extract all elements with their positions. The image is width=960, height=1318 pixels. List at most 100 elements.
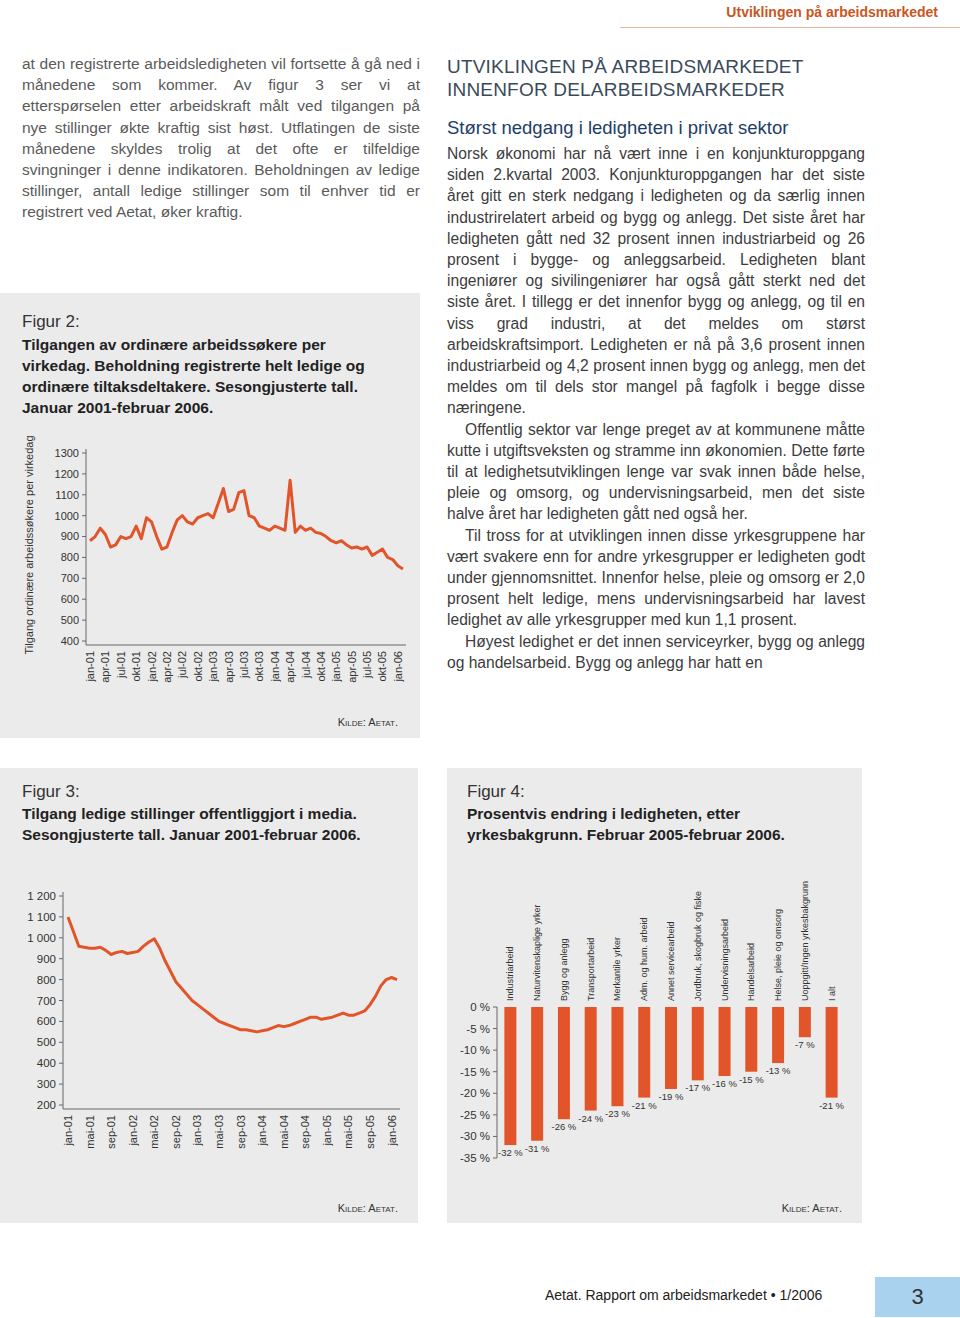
y-tick-label: 500 xyxy=(37,1036,56,1048)
x-tick-label: mai-04 xyxy=(278,1115,290,1149)
data-line xyxy=(68,917,397,1032)
y-tick xyxy=(493,1114,497,1115)
bar xyxy=(611,1007,623,1106)
y-tick-label: 900 xyxy=(61,530,79,542)
category-label: Jordbruk, skogbruk og fiske xyxy=(693,891,703,1001)
y-tick xyxy=(493,1028,497,1029)
y-tick-label: 1000 xyxy=(55,510,79,522)
category-label: Annet servicearbeid xyxy=(666,921,676,1001)
left-text: at den registrerte arbeidsledigheten vil… xyxy=(22,53,420,223)
data-label: -19 % xyxy=(659,1091,684,1102)
paragraph: Offentlig sektor var lenge preget av at … xyxy=(447,419,865,525)
x-axis xyxy=(86,645,406,646)
y-tick xyxy=(59,896,63,897)
data-label: -7 % xyxy=(795,1039,815,1050)
x-tick-label: jul-05 xyxy=(361,651,373,679)
y-tick xyxy=(59,979,63,980)
x-tick-label: jul-02 xyxy=(176,651,188,679)
x-tick-label: mai-05 xyxy=(342,1115,354,1149)
y-tick xyxy=(493,1158,497,1159)
chart: 0 %-5 %-10 %-15 %-20 %-25 %-30 %-35 %Ind… xyxy=(460,881,845,1164)
x-tick-label: jan-02 xyxy=(146,651,158,683)
charts-layer: 1300120011001000900800700600500400Tilgan… xyxy=(0,0,960,1318)
bar xyxy=(772,1007,784,1063)
page: Utviklingen på arbeidsmarkedet at den reg… xyxy=(0,0,960,1318)
category-label: Uoppgitt/Ingen yrkesbakgrunn xyxy=(800,881,810,1001)
y-tick-label: 1 000 xyxy=(27,932,56,944)
paragraph: Høyest ledighet er det innen serviceyrke… xyxy=(447,631,865,673)
category-label: Bygg og anlegg xyxy=(559,938,569,1001)
y-tick xyxy=(59,1063,63,1064)
y-tick xyxy=(82,494,86,495)
figure-label: Figur 2: xyxy=(22,312,80,332)
x-tick-label: jan-06 xyxy=(386,1115,398,1147)
y-axis-label: Tilgang ordinære arbeidssøkere per virke… xyxy=(23,435,35,654)
bar xyxy=(745,1007,757,1072)
data-line xyxy=(90,480,403,569)
bar xyxy=(558,1007,570,1119)
y-tick-label: 400 xyxy=(61,635,79,647)
bar xyxy=(531,1007,543,1141)
y-tick xyxy=(59,1000,63,1001)
y-tick-label: -20 % xyxy=(460,1087,490,1099)
x-tick-label: apr-05 xyxy=(346,651,358,683)
header-title: Utviklingen på arbeidsmarkedet xyxy=(726,4,938,20)
data-label: -31 % xyxy=(525,1143,550,1154)
y-tick xyxy=(59,1021,63,1022)
x-tick-label: sep-04 xyxy=(299,1115,311,1149)
figure-label: Figur 4: xyxy=(467,782,525,802)
y-tick-label: 1 200 xyxy=(27,890,56,902)
bar xyxy=(799,1007,811,1037)
y-tick xyxy=(82,620,86,621)
data-label: -24 % xyxy=(578,1113,603,1124)
category-label: Industriarbeid xyxy=(505,946,515,1001)
category-label: Naturvitenskaplige yrker xyxy=(532,904,542,1001)
category-label: Helse, pleie og omsorg xyxy=(773,909,783,1001)
x-tick-label: jan-04 xyxy=(269,651,281,683)
category-label: Adm. og hum. arbeid xyxy=(639,917,649,1001)
section-subheading: Størst nedgang i ledigheten i privat sek… xyxy=(447,116,877,139)
y-tick-label: -5 % xyxy=(466,1023,490,1035)
header-line xyxy=(620,27,960,28)
x-tick-label: jul-03 xyxy=(238,651,250,679)
x-tick-label: jan-03 xyxy=(207,651,219,683)
data-label: -21 % xyxy=(632,1100,657,1111)
data-group xyxy=(68,917,397,1032)
page-number: 3 xyxy=(875,1277,960,1317)
y-tick-label: 800 xyxy=(37,974,56,986)
y-tick-label: 300 xyxy=(37,1078,56,1090)
x-tick-label: jan-04 xyxy=(256,1115,268,1147)
x-tick-label: mai-03 xyxy=(213,1115,225,1149)
y-tick-label: -10 % xyxy=(460,1044,490,1056)
paragraph: at den registrerte arbeidsledigheten vil… xyxy=(22,53,420,223)
data-group xyxy=(90,480,403,569)
x-tick-label: okt-03 xyxy=(253,651,265,682)
bar xyxy=(692,1007,704,1080)
x-axis xyxy=(63,1109,400,1110)
x-tick-label: okt-04 xyxy=(315,651,327,682)
data-label: -15 % xyxy=(739,1074,764,1085)
y-tick xyxy=(82,578,86,579)
y-tick-label: 200 xyxy=(37,1099,56,1111)
category-label: I alt xyxy=(827,986,837,1001)
data-label: -13 % xyxy=(766,1065,791,1076)
paragraph: Norsk økonomi har nå vært inne i en konj… xyxy=(447,143,865,419)
data-group xyxy=(504,1007,837,1145)
figure-title: Tilgangen av ordinære arbeidssøkere per … xyxy=(22,334,397,418)
y-tick xyxy=(493,1071,497,1072)
y-tick xyxy=(59,916,63,917)
y-tick-label: 0 % xyxy=(470,1001,490,1013)
y-tick xyxy=(59,958,63,959)
x-tick-label: sep-03 xyxy=(235,1115,247,1149)
figure-title: Tilgang ledige stillinger offentliggjort… xyxy=(22,803,392,845)
x-tick-label: jul-04 xyxy=(300,651,312,679)
bar xyxy=(826,1007,838,1098)
data-label: -23 % xyxy=(605,1108,630,1119)
x-tick-label: jul-01 xyxy=(115,651,127,679)
figure-source: Kilde: Aetat. xyxy=(692,1202,842,1214)
y-tick xyxy=(493,1136,497,1137)
y-tick-label: 1100 xyxy=(55,489,79,501)
y-tick xyxy=(59,1042,63,1043)
bar xyxy=(638,1007,650,1098)
y-axis xyxy=(497,1007,498,1158)
